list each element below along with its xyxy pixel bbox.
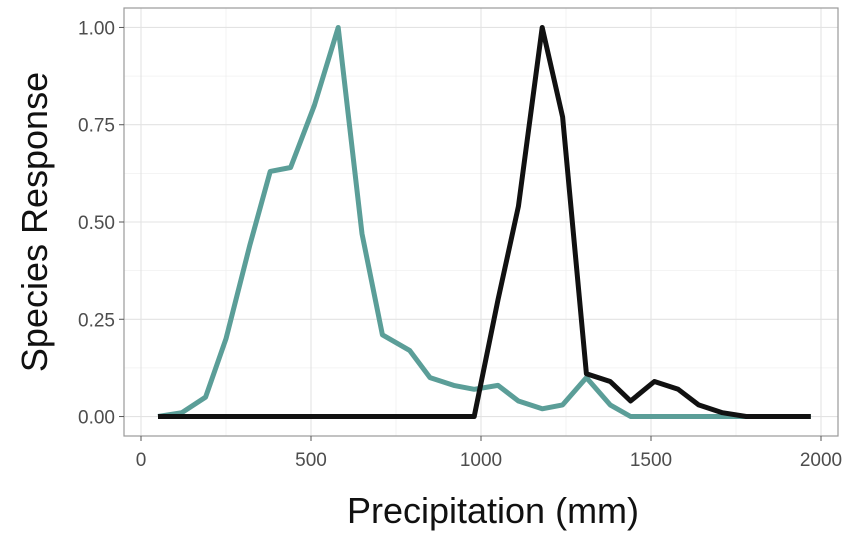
x-tick-label: 1500 xyxy=(630,450,672,471)
series-line-1 xyxy=(157,25,811,419)
y-tick-label: 0.00 xyxy=(78,408,115,429)
y-axis: 0.00 0.25 0.50 0.75 1.00 xyxy=(78,18,124,429)
x-tick-label: 0 xyxy=(136,450,147,471)
series-line-2 xyxy=(158,25,811,419)
y-tick-label: 1.00 xyxy=(78,18,115,39)
x-tick-label: 1000 xyxy=(460,450,502,471)
x-axis-title: Precipitation (mm) xyxy=(347,490,639,531)
x-tick-label: 500 xyxy=(295,450,327,471)
y-tick-label: 0.75 xyxy=(78,116,115,137)
x-axis: 0 500 1000 1500 2000 xyxy=(136,436,842,471)
series-layer xyxy=(157,25,811,419)
y-tick-label: 0.50 xyxy=(78,213,115,234)
x-tick-label: 2000 xyxy=(800,450,842,471)
y-tick-label: 0.25 xyxy=(78,310,115,331)
y-axis-title: Species Response xyxy=(14,72,55,372)
